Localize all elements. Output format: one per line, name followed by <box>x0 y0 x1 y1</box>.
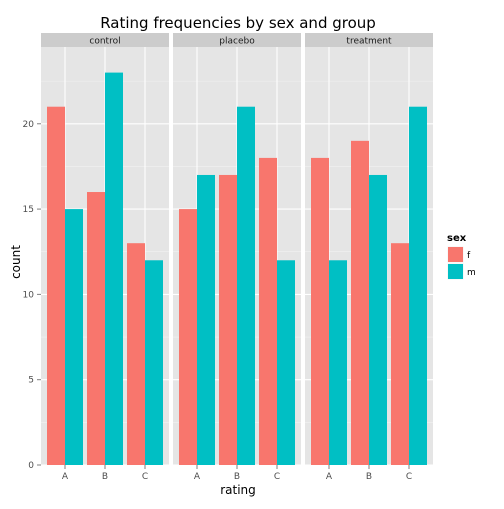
bar-placebo-B-m <box>237 106 255 466</box>
bar-placebo-C-f <box>259 157 277 465</box>
x-tick-label: A <box>326 472 333 482</box>
y-axis: 0 5 10 15 20 <box>23 120 41 471</box>
bar-treatment-B-f <box>351 140 369 465</box>
y-tick-label: 0 <box>28 461 34 471</box>
facet-strip <box>41 33 169 47</box>
facet-strip <box>305 33 433 47</box>
facet-panel-treatment: treatment A B C <box>305 33 433 482</box>
facet-panel-placebo: placebo A B C <box>173 33 301 482</box>
bar-control-A-f <box>47 106 65 466</box>
legend-key-f <box>448 247 463 262</box>
bar-placebo-C-m <box>277 260 295 465</box>
bar-control-B-m <box>105 72 123 465</box>
x-tick-label: C <box>142 472 148 482</box>
bar-placebo-A-m <box>197 174 215 465</box>
legend-key-m <box>448 264 463 279</box>
facet-strip-label: placebo <box>219 37 255 47</box>
y-tick-label: 15 <box>23 205 34 215</box>
legend-title: sex <box>447 233 467 244</box>
bar-treatment-B-m <box>369 174 387 465</box>
y-axis-label: count <box>9 245 23 279</box>
y-tick-label: 20 <box>23 120 35 130</box>
bar-treatment-A-f <box>311 157 329 465</box>
y-tick-label: 5 <box>28 376 34 386</box>
bar-placebo-A-f <box>179 209 197 465</box>
x-tick-label: A <box>194 472 201 482</box>
bar-placebo-B-f <box>219 174 237 465</box>
legend-label-f: f <box>467 251 471 261</box>
bar-control-B-f <box>87 192 105 465</box>
x-tick-label: B <box>234 472 240 482</box>
chart-title: Rating frequencies by sex and group <box>100 14 376 32</box>
bar-control-A-m <box>65 209 83 465</box>
x-tick-label: C <box>274 472 280 482</box>
x-tick-label: A <box>62 472 69 482</box>
facet-panel-control: control A B C <box>41 33 169 482</box>
facet-strip <box>173 33 301 47</box>
y-tick-label: 10 <box>23 290 35 300</box>
x-tick-label: C <box>406 472 412 482</box>
bar-treatment-C-m <box>409 106 427 466</box>
legend: sex fm <box>446 233 476 281</box>
legend-label-m: m <box>467 268 476 278</box>
x-tick-label: B <box>366 472 372 482</box>
bar-treatment-C-f <box>391 243 409 465</box>
x-tick-label: B <box>102 472 108 482</box>
facet-strip-label: control <box>89 37 120 47</box>
x-axis-label: rating <box>220 483 256 497</box>
bar-control-C-m <box>145 260 163 465</box>
facet-strip-label: treatment <box>346 37 392 47</box>
bar-control-C-f <box>127 243 145 465</box>
bar-treatment-A-m <box>329 260 347 465</box>
